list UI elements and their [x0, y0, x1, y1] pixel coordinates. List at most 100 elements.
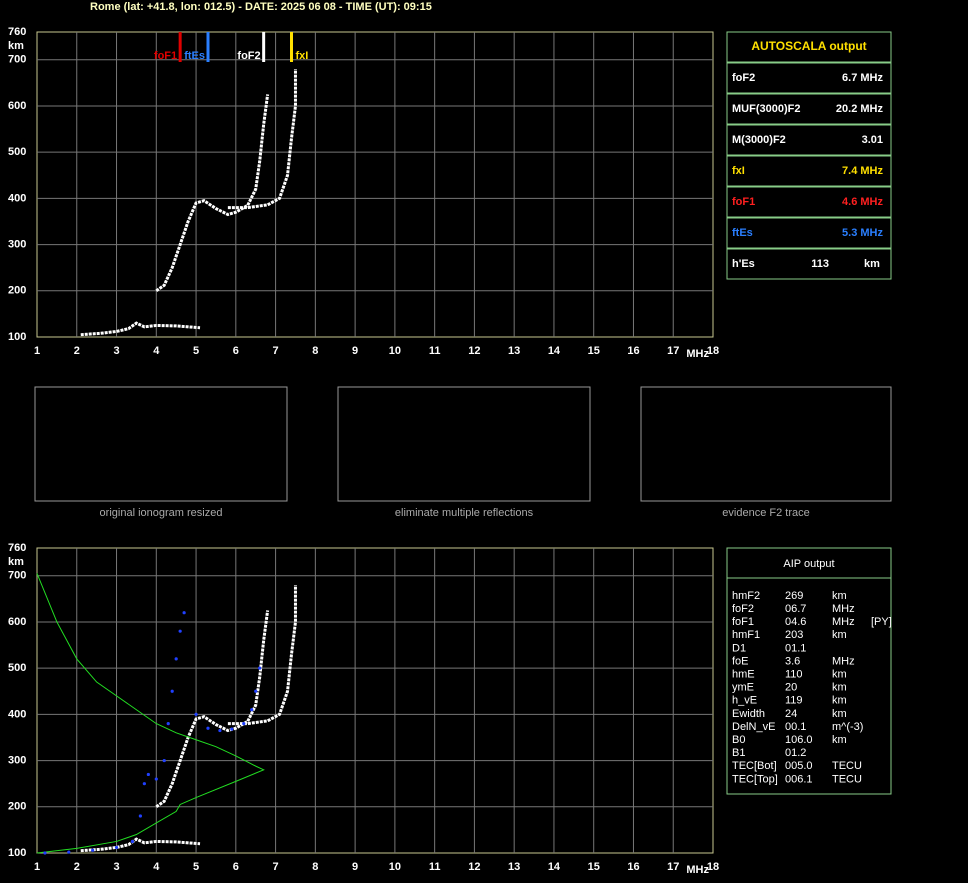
y-tick-label: 400 [8, 708, 26, 720]
autoscala-unit: km [864, 258, 880, 270]
marker-label: foF2 [237, 50, 260, 62]
trace-point [146, 772, 150, 777]
y-tick-label: 300 [8, 754, 26, 766]
x-tick-label: 13 [508, 861, 520, 873]
trace-point [67, 850, 71, 854]
header-title: Rome (lat: +41.8, lon: 012.5) - DATE: 20… [90, 1, 432, 13]
y-tick-label: 760 [8, 542, 26, 554]
trace-point [182, 611, 186, 615]
aip-cell: 3.6 [785, 655, 800, 667]
trace [80, 321, 201, 337]
aip-cell: 01.1 [785, 642, 806, 654]
autoscala-row [726, 62, 892, 94]
aip-cell: km [832, 708, 847, 720]
aip-cell: ymE [732, 682, 754, 694]
trace-point [138, 814, 142, 818]
aip-cell: m^(-3) [832, 721, 863, 733]
x-tick-label: 9 [352, 861, 358, 873]
trace [155, 94, 270, 293]
x-axis-label: MHz [686, 348, 709, 360]
aip-cell: km [832, 682, 847, 694]
aip-cell: hmE [732, 669, 755, 681]
x-tick-label: 6 [233, 345, 239, 357]
autoscala-value: 113 [811, 258, 829, 270]
aip-cell: 006.1 [785, 773, 813, 785]
aip-cell: 110 [785, 669, 803, 681]
x-tick-label: 14 [548, 345, 561, 357]
x-tick-label: 3 [113, 345, 119, 357]
y-tick-label: 600 [8, 100, 26, 112]
aip-cell: km [832, 734, 847, 746]
aip-cell: TEC[Top] [732, 773, 778, 785]
x-tick-label: 18 [707, 861, 719, 873]
aip-cell: MHz [832, 603, 855, 615]
autoscala-label: foF1 [732, 196, 755, 208]
x-tick-label: 11 [429, 861, 441, 873]
autoscala-row [726, 217, 892, 249]
x-tick-label: 5 [193, 861, 199, 873]
autoscala-label: M(3000)F2 [732, 134, 786, 146]
trace-point [218, 728, 222, 733]
aip-cell: MHz [832, 655, 855, 667]
aip-cell: km [832, 695, 847, 707]
x-tick-label: 2 [74, 861, 80, 873]
thumbnail [337, 386, 591, 502]
thumbnail-caption: eliminate multiple reflections [395, 507, 534, 519]
trace-point [170, 689, 174, 693]
x-tick-label: 6 [233, 861, 239, 873]
thumbnail-caption: evidence F2 trace [722, 507, 809, 519]
aip-cell: B0 [732, 734, 745, 746]
aip-cell: 04.6 [785, 616, 806, 628]
y-tick-label: 200 [8, 285, 26, 297]
x-tick-label: 17 [667, 345, 679, 357]
autoscala-value: 20.2 MHz [836, 103, 884, 115]
autoscala-label: ftEs [732, 227, 753, 239]
trace [227, 584, 297, 726]
trace-point [242, 722, 246, 726]
trace-point [130, 839, 135, 844]
trace-point [258, 666, 262, 670]
x-tick-label: 5 [193, 345, 199, 357]
x-tick-label: 14 [548, 861, 561, 873]
x-tick-label: 8 [312, 345, 318, 357]
x-tick-label: 10 [389, 861, 401, 873]
y-tick-label: 700 [8, 54, 26, 66]
aip-cell: 005.0 [785, 760, 813, 772]
trace [80, 837, 201, 853]
x-tick-label: 2 [74, 345, 80, 357]
y-tick-label: 760 [8, 26, 26, 38]
aip-cell: TEC[Bot] [732, 760, 777, 772]
aip-cell: 106.0 [785, 734, 813, 746]
x-tick-label: 13 [508, 345, 520, 357]
aip-cell: TECU [832, 760, 862, 772]
aip-cell: foF1 [732, 616, 754, 628]
x-tick-label: 15 [588, 861, 600, 873]
y-tick-label: 300 [8, 238, 26, 250]
trace-point [178, 629, 182, 633]
aip-cell: 203 [785, 629, 803, 641]
aip-cell: MHz [832, 616, 855, 628]
x-tick-label: 7 [273, 861, 279, 873]
autoscala-value: 6.7 MHz [842, 72, 883, 84]
x-tick-label: 1 [34, 345, 40, 357]
trace-point [162, 758, 166, 763]
plot-area [36, 547, 714, 854]
x-tick-label: 18 [707, 345, 719, 357]
aip-cell: km [832, 590, 847, 602]
profile-line [36, 573, 265, 854]
thumbnail-caption: original ionogram resized [100, 507, 223, 519]
x-tick-label: 4 [153, 861, 160, 873]
autoscala-row [726, 186, 892, 218]
trace-point [91, 848, 95, 852]
marker-label: fxI [295, 50, 308, 62]
x-axis-label: MHz [686, 864, 709, 876]
aip-box [726, 547, 892, 795]
trace-point [194, 712, 198, 716]
y-tick-label: 600 [8, 616, 26, 628]
aip-cell: 00.1 [785, 721, 806, 733]
aip-cell: foE [732, 655, 749, 667]
aip-cell: km [832, 669, 847, 681]
aip-cell: km [832, 629, 847, 641]
trace-point [254, 689, 258, 693]
